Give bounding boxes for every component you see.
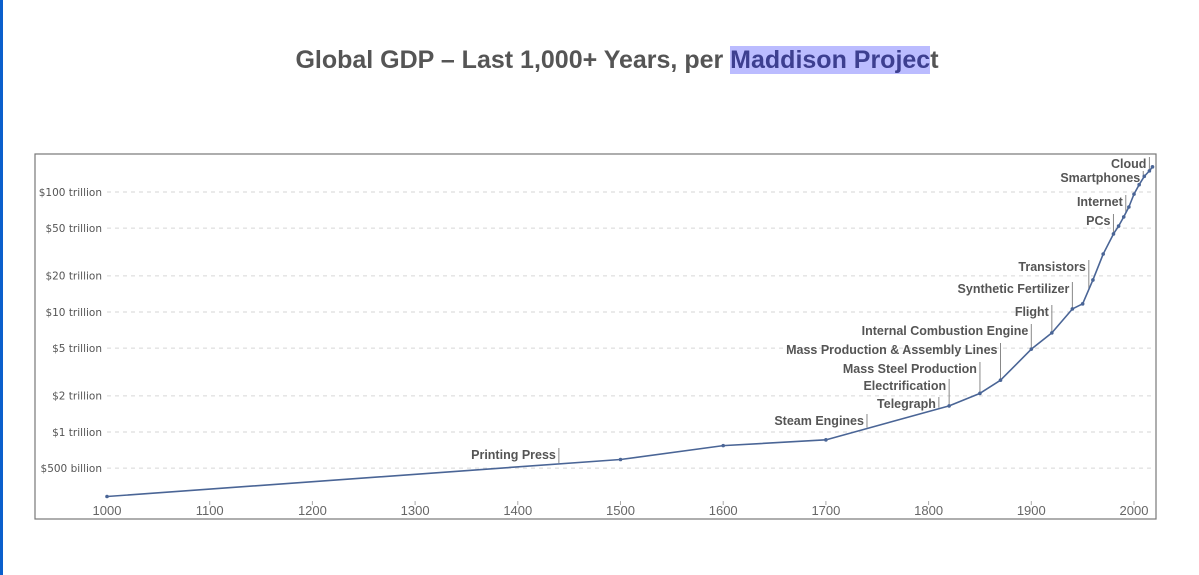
gdp-data-point — [824, 438, 828, 442]
y-tick-label: $500 billion — [41, 463, 102, 475]
x-tick-label: 1500 — [606, 503, 635, 518]
x-tick-label: 1900 — [1017, 503, 1046, 518]
gdp-series-line — [106, 166, 1154, 498]
annotation-label: PCs — [1086, 214, 1110, 228]
y-tick-label: $1 trillion — [52, 427, 102, 439]
annotations: Printing Press Steam Engines Telegraph Elec… — [471, 157, 1150, 463]
annotation-label: Synthetic Fertilizer — [958, 282, 1070, 296]
annotation-label: Telegraph — [877, 397, 936, 411]
y-axis: $100 trillion $50 trillion $20 trillion $10… — [39, 187, 102, 475]
x-tick-label: 1800 — [914, 503, 943, 518]
gdp-data-point — [978, 391, 982, 396]
gdp-data-point — [1050, 331, 1054, 335]
x-axis: 1000 1100 1200 1300 1400 1500 1600 1700 1800 1900… — [93, 501, 1149, 518]
annotation-label: Cloud — [1111, 157, 1146, 171]
gdp-data-point — [1070, 307, 1075, 311]
y-tick-label: $50 trillion — [45, 223, 102, 235]
gdp-data-point — [1121, 215, 1126, 219]
gdp-data-point — [1091, 278, 1095, 282]
gdp-data-point — [105, 494, 109, 499]
gdp-data-point — [1127, 205, 1131, 209]
chart-title-link-selected[interactable]: Maddison Projec — [730, 46, 931, 74]
y-tick-label: $10 trillion — [45, 307, 102, 319]
gdp-data-point — [1147, 169, 1152, 173]
annotation-label: Mass Steel Production — [843, 362, 977, 376]
y-tick-label: $100 trillion — [39, 187, 102, 199]
y-tick-label: $20 trillion — [45, 271, 102, 283]
x-tick-label: 1400 — [503, 503, 532, 518]
gdp-data-point — [1150, 165, 1155, 169]
annotation-label: Internet — [1077, 195, 1124, 209]
plot-frame — [34, 153, 1157, 520]
x-tick-label: 2000 — [1120, 503, 1149, 518]
gdp-data-point — [1029, 347, 1034, 351]
x-tick-label: 1300 — [401, 503, 430, 518]
annotation-label: Transistors — [1018, 260, 1085, 274]
gdp-data-point — [1132, 192, 1136, 196]
series-layer — [105, 165, 1155, 499]
gridlines — [107, 191, 1155, 469]
annotation-label: Electrification — [863, 379, 946, 393]
annotation-label: Mass Production & Assembly Lines — [786, 343, 997, 357]
gdp-data-point — [721, 443, 725, 448]
annotation-label: Internal Combustion Engine — [862, 324, 1029, 338]
gdp-data-point — [1116, 224, 1121, 228]
gdp-data-point — [947, 404, 951, 408]
x-tick-label: 1600 — [709, 503, 738, 518]
x-tick-label: 1000 — [93, 503, 122, 518]
annotation-label: Printing Press — [471, 448, 556, 462]
chart-title: Global GDP – Last 1,000+ Years, per Madd… — [0, 46, 1199, 75]
annotation-label: Steam Engines — [774, 414, 864, 428]
gdp-data-point — [998, 378, 1003, 383]
x-tick-label: 1200 — [298, 503, 327, 518]
annotation-label: Smartphones — [1060, 171, 1140, 185]
x-tick-label: 1100 — [196, 503, 224, 518]
gdp-data-point — [1080, 302, 1085, 306]
annotation-label: Flight — [1015, 305, 1050, 319]
gdp-data-point — [618, 457, 623, 462]
window-left-edge — [0, 0, 3, 575]
gdp-data-point — [1101, 252, 1105, 256]
chart-title-main: Global GDP – Last 1,000+ Years, per — [295, 46, 731, 74]
gdp-data-point — [1111, 232, 1116, 236]
gdp-data-point — [1142, 174, 1147, 179]
chart-title-tail: t — [930, 46, 939, 74]
gdp-data-point — [1137, 182, 1141, 187]
x-tick-label: 1700 — [811, 503, 840, 518]
y-tick-label: $2 trillion — [52, 391, 102, 403]
y-tick-label: $5 trillion — [52, 343, 102, 355]
